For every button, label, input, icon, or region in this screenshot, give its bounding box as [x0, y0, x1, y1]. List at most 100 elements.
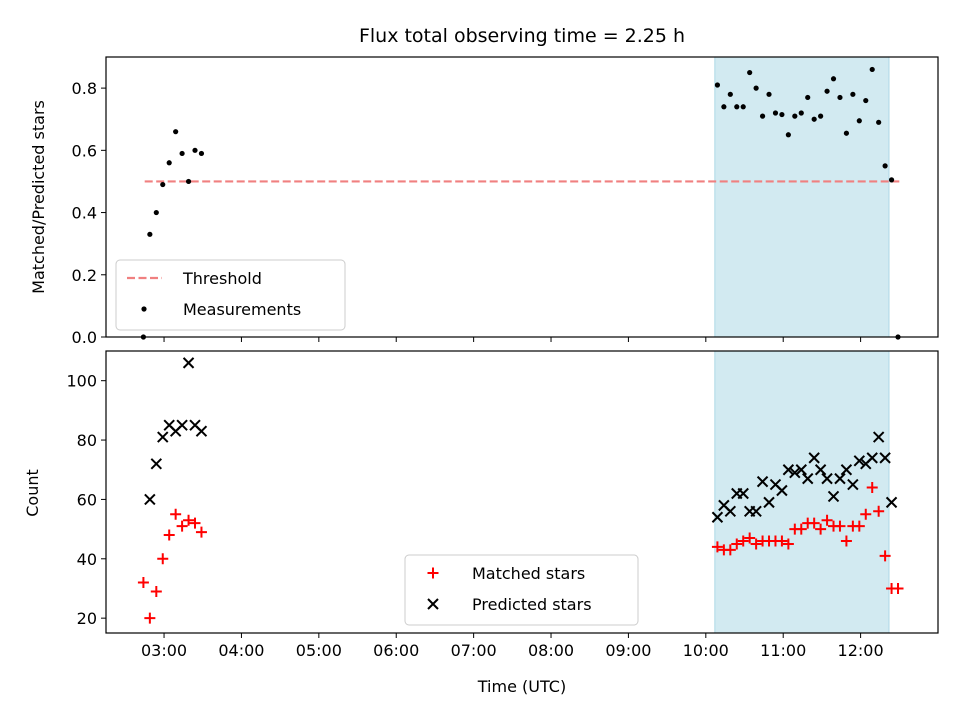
top-y-tick-label: 0.8 — [72, 79, 97, 98]
data-point — [721, 104, 727, 110]
data-point — [160, 181, 166, 188]
matched-point — [195, 526, 207, 538]
data-point — [727, 91, 733, 97]
legend-label: Measurements — [183, 300, 301, 319]
chart-title: Flux total observing time = 2.25 h — [359, 25, 685, 47]
top-highlight-span — [714, 56, 890, 338]
matched-point — [795, 523, 807, 535]
data-point — [772, 110, 779, 116]
data-point — [147, 231, 153, 237]
matched-point — [737, 535, 749, 547]
predicted-point — [724, 505, 737, 518]
predicted-point — [847, 478, 859, 491]
bottom-series-1 — [137, 482, 904, 624]
data-point — [805, 94, 811, 101]
matched-point — [866, 482, 878, 494]
x-tick-label: 05:00 — [296, 641, 342, 660]
legend-box — [404, 554, 639, 626]
bottom-y-tick-label: 40 — [77, 550, 97, 569]
top-y-tick-label: 0.6 — [72, 141, 97, 160]
top-y-tick-label: 0.2 — [72, 266, 97, 285]
predicted-point — [808, 452, 820, 464]
bottom-y-axis-label: Count — [23, 469, 42, 517]
predicted-point — [866, 452, 878, 464]
data-point — [714, 82, 721, 88]
predicted-point — [853, 455, 866, 467]
data-point — [740, 104, 746, 110]
data-point — [798, 110, 804, 116]
x-tick-label: 12:00 — [838, 641, 884, 660]
matched-point — [137, 577, 149, 589]
data-point — [779, 111, 785, 118]
data-point — [153, 209, 159, 216]
matched-point — [815, 523, 827, 535]
legend-swatch — [427, 567, 439, 579]
data-point — [734, 104, 740, 110]
ratio-panel: 0.0 0.2 0.4 0.6 0.8 Threshold Measurements — [72, 56, 939, 347]
legend-label: Matched stars — [472, 564, 585, 583]
data-point — [818, 113, 824, 119]
predicted-point — [776, 484, 788, 497]
data-point — [759, 113, 766, 119]
bottom-plot-frame — [105, 350, 939, 634]
data-point — [824, 88, 830, 94]
top-y-tick-label: 0.4 — [72, 204, 97, 223]
data-point — [869, 66, 875, 73]
matched-point — [163, 529, 175, 541]
predicted-point — [885, 496, 898, 509]
predicted-point — [834, 472, 846, 485]
data-point — [785, 132, 791, 138]
matched-point — [176, 520, 188, 532]
matched-point — [144, 612, 156, 624]
predicted-point — [144, 493, 156, 506]
matched-point — [731, 538, 743, 550]
matched-point — [879, 550, 891, 562]
data-point — [766, 91, 772, 97]
matched-point — [840, 535, 852, 547]
matched-point — [873, 505, 885, 517]
matched-point — [711, 541, 723, 553]
matched-point — [189, 517, 201, 529]
predicted-point — [827, 490, 840, 503]
x-tick-label: 06:00 — [373, 641, 419, 660]
matched-point — [724, 544, 736, 556]
data-point — [850, 91, 856, 97]
matched-point — [808, 517, 820, 529]
data-point — [192, 147, 198, 153]
x-tick-label: 10:00 — [683, 641, 729, 660]
bottom-y-tick-label: 20 — [77, 609, 97, 628]
matched-point — [750, 538, 762, 550]
x-tick-label: 03:00 — [141, 641, 187, 660]
data-point — [792, 113, 798, 119]
bottom-y-tick-label: 60 — [77, 490, 97, 509]
bottom-y-tick-label: 100 — [66, 372, 97, 391]
matched-point — [892, 582, 904, 594]
data-point — [882, 163, 888, 169]
predicted-point — [756, 475, 769, 488]
x-tick-label: 09:00 — [605, 641, 651, 660]
predicted-point — [711, 511, 724, 523]
data-point — [830, 76, 837, 82]
predicted-point — [763, 496, 775, 509]
predicted-point — [195, 425, 208, 437]
matched-point — [157, 553, 169, 565]
matched-point — [744, 532, 756, 544]
predicted-point — [802, 472, 814, 485]
bottom-y-tick-label: 80 — [77, 431, 97, 450]
legend-label: Predicted stars — [472, 595, 592, 614]
predicted-point — [157, 431, 169, 443]
matched-point — [821, 514, 833, 526]
top-series-1 — [140, 66, 901, 340]
bottom-legend: Matched stars Predicted stars — [404, 554, 639, 626]
top-y-tick-label: 0.0 — [72, 328, 97, 347]
top-y-axis-label: Matched/Predicted stars — [29, 100, 48, 294]
matched-point — [170, 508, 182, 520]
count-panel: 03:00 04:00 05:00 06:00 07:00 08:00 09:00 10:00… — [66, 350, 939, 660]
data-point — [198, 150, 205, 157]
predicted-point — [879, 452, 891, 464]
matched-point — [150, 585, 162, 597]
predicted-point — [182, 357, 195, 369]
matched-point — [834, 520, 846, 532]
data-point — [843, 130, 850, 136]
